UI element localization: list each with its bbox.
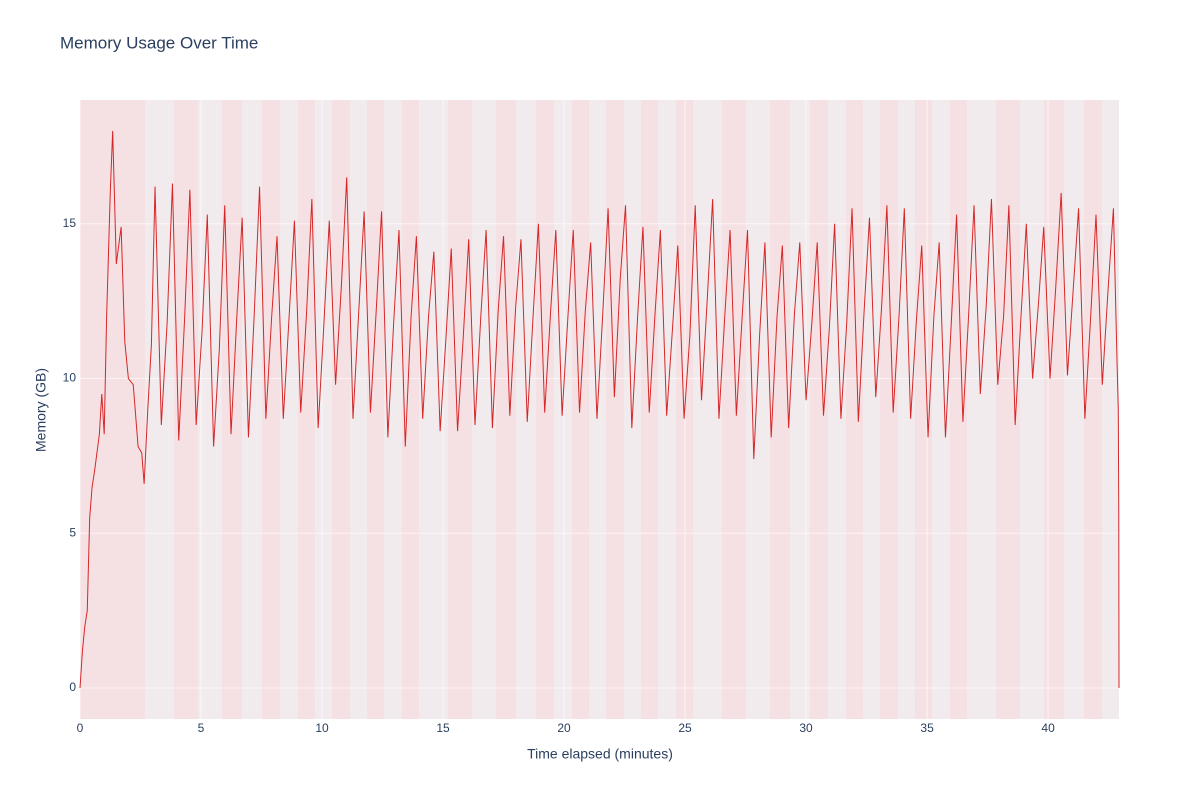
background-band bbox=[950, 100, 967, 719]
x-tick-label: 25 bbox=[678, 721, 692, 735]
x-tick-label: 30 bbox=[799, 721, 813, 735]
background-band bbox=[1084, 100, 1102, 719]
background-band bbox=[846, 100, 863, 719]
background-band bbox=[770, 100, 790, 719]
background-band bbox=[262, 100, 280, 719]
background-band bbox=[1044, 100, 1064, 719]
x-tick-label: 10 bbox=[315, 721, 329, 735]
x-tick-label: 40 bbox=[1041, 721, 1055, 735]
y-tick-label: 10 bbox=[63, 371, 77, 385]
x-tick-label: 35 bbox=[920, 721, 934, 735]
x-tick-label: 20 bbox=[557, 721, 571, 735]
background-band bbox=[810, 100, 828, 719]
background-band bbox=[572, 100, 589, 719]
y-axis-label: Memory (GB) bbox=[33, 368, 49, 452]
background-band bbox=[496, 100, 516, 719]
y-tick-label: 0 bbox=[69, 680, 76, 694]
plot-background bbox=[80, 100, 1119, 719]
x-axis-label: Time elapsed (minutes) bbox=[527, 746, 673, 762]
background-band bbox=[915, 100, 932, 719]
background-band bbox=[606, 100, 624, 719]
x-tick-label: 15 bbox=[436, 721, 450, 735]
data-line bbox=[79, 130, 1120, 689]
background-band bbox=[332, 100, 350, 719]
background-band bbox=[80, 100, 145, 719]
y-tick-label: 15 bbox=[63, 216, 77, 230]
chart-title: Memory Usage Over Time bbox=[60, 33, 258, 52]
background-band bbox=[448, 100, 472, 719]
x-tick-label: 5 bbox=[198, 721, 205, 735]
background-band bbox=[722, 100, 746, 719]
background-band bbox=[298, 100, 315, 719]
background-band bbox=[367, 100, 384, 719]
y-tick-label: 5 bbox=[69, 525, 76, 539]
background-band bbox=[880, 100, 898, 719]
x-tick-label: 0 bbox=[77, 721, 84, 735]
